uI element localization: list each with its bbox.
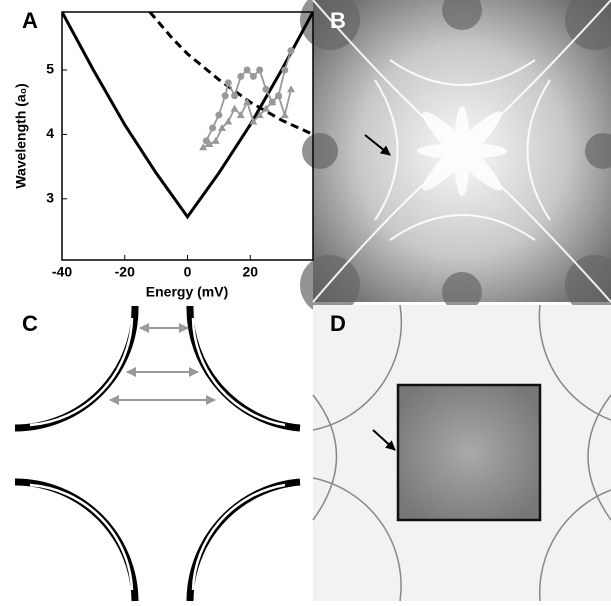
- data-point: [281, 66, 288, 73]
- y-tick-label: 5: [46, 61, 54, 77]
- y-axis-label: Wavelength (a₀): [13, 83, 29, 188]
- data-point: [262, 86, 269, 93]
- data-point: [287, 85, 295, 92]
- panel-label: D: [330, 311, 346, 336]
- x-tick-label: -20: [115, 264, 135, 280]
- panel-label: A: [22, 8, 38, 33]
- data-point: [256, 66, 263, 73]
- y-tick-label: 3: [46, 190, 54, 206]
- panel-b-image: [300, 0, 611, 315]
- panel-c-image: [15, 306, 300, 601]
- data-point: [225, 79, 232, 86]
- panel-label: C: [22, 311, 38, 336]
- data-point: [244, 66, 251, 73]
- data-point: [231, 92, 238, 99]
- plot-frame: [62, 12, 313, 260]
- data-point: [224, 118, 232, 125]
- y-tick-label: 4: [46, 125, 54, 141]
- data-point: [215, 112, 222, 119]
- data-point: [209, 124, 216, 131]
- data-point: [231, 105, 239, 112]
- data-point: [212, 137, 220, 144]
- data-point: [237, 73, 244, 80]
- x-tick-label: -40: [52, 264, 72, 280]
- data-point: [288, 47, 295, 54]
- figure: A B C D Energy (mV) Wavelength (a₀) -40 -…: [0, 0, 611, 601]
- data-point: [250, 73, 257, 80]
- x-tick-label: 0: [184, 264, 192, 280]
- data-line: [62, 12, 313, 217]
- data-point: [281, 111, 289, 118]
- data-point: [222, 92, 229, 99]
- x-tick-label: 20: [242, 264, 258, 280]
- panel-label: B: [330, 8, 346, 33]
- panel-d-image: [313, 305, 611, 601]
- x-axis-label: Energy (mV): [146, 284, 228, 300]
